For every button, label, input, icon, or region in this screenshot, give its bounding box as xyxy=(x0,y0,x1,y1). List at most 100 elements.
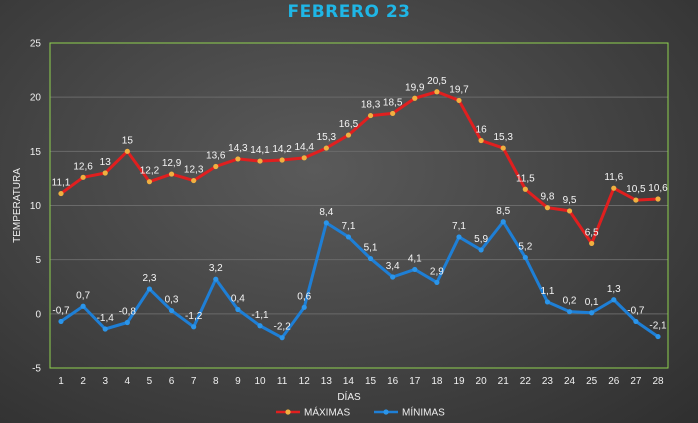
x-tick-label: 17 xyxy=(409,376,421,387)
y-tick-label: 10 xyxy=(30,201,42,212)
data-point xyxy=(301,155,307,161)
data-label: 14,4 xyxy=(294,142,314,153)
data-label: 4,1 xyxy=(408,253,422,264)
data-point xyxy=(102,326,108,332)
data-label: 15,3 xyxy=(493,132,513,143)
data-point xyxy=(146,179,153,185)
data-point xyxy=(301,304,307,310)
data-point xyxy=(367,255,374,262)
data-point xyxy=(191,324,197,330)
data-point xyxy=(589,310,595,316)
y-axis-ticks: -5 0 5 10 15 20 25 xyxy=(30,39,42,375)
data-point xyxy=(80,174,86,180)
data-point xyxy=(367,112,374,119)
x-tick-label: 1 xyxy=(58,376,64,387)
data-label: 16,5 xyxy=(339,119,359,130)
x-axis-label: DÍAS xyxy=(337,390,361,403)
data-point xyxy=(235,156,241,162)
data-label: 1,1 xyxy=(540,286,554,297)
data-point xyxy=(544,299,551,305)
data-point xyxy=(390,274,396,280)
data-point xyxy=(390,110,396,117)
x-tick-label: 24 xyxy=(564,376,576,387)
data-label: 12,6 xyxy=(73,161,93,172)
data-label: 7,1 xyxy=(452,221,466,232)
y-tick-label: 0 xyxy=(35,309,41,320)
data-point xyxy=(456,97,462,104)
data-label: 18,5 xyxy=(383,97,403,108)
data-point xyxy=(124,148,130,154)
x-tick-label: 11 xyxy=(277,376,288,387)
y-tick-label: -5 xyxy=(32,364,41,375)
data-label: 14,2 xyxy=(272,144,292,155)
data-point xyxy=(257,323,263,329)
x-tick-label: 6 xyxy=(169,376,175,387)
x-tick-label: 27 xyxy=(630,376,642,387)
data-point xyxy=(146,286,153,292)
data-point xyxy=(191,177,197,184)
x-tick-label: 4 xyxy=(125,376,131,387)
y-tick-label: 25 xyxy=(30,39,42,50)
y-axis-label: TEMPERATURA xyxy=(12,168,23,243)
data-label: 3,4 xyxy=(386,261,400,272)
data-point xyxy=(412,95,418,101)
legend: MÁXIMAS MÍNIMAS xyxy=(276,406,445,419)
data-label: 8,5 xyxy=(496,206,510,217)
series-line xyxy=(60,220,659,340)
data-point xyxy=(58,190,64,197)
x-tick-label: 25 xyxy=(586,376,598,387)
data-point xyxy=(611,297,617,303)
data-point xyxy=(478,247,484,253)
data-point xyxy=(412,266,418,273)
chart-title: FEBRERO 23 xyxy=(287,2,410,22)
data-label: 0,1 xyxy=(585,297,599,308)
data-label: 5,1 xyxy=(364,243,378,254)
data-label: -1,1 xyxy=(251,310,269,321)
y-tick-label: 5 xyxy=(35,255,41,266)
data-point xyxy=(323,145,329,151)
data-label: 9,8 xyxy=(540,192,554,203)
data-label: 20,5 xyxy=(427,76,447,87)
x-axis-ticks: 1 2 3 4 5 6 7 8 9 10 11 12 13 14 15 16 17 18 19 20 21 22 23 24 2… xyxy=(58,376,664,387)
data-label: 13 xyxy=(100,157,112,168)
data-point xyxy=(213,276,219,282)
data-point xyxy=(655,333,661,340)
data-label: 3,2 xyxy=(209,263,223,274)
data-label: 8,4 xyxy=(319,207,333,218)
data-point xyxy=(168,307,175,314)
data-label: 7,1 xyxy=(341,221,355,232)
data-point xyxy=(500,219,506,225)
data-label: 5,9 xyxy=(474,234,488,245)
x-tick-label: 13 xyxy=(321,376,333,387)
x-tick-label: 10 xyxy=(254,376,266,387)
data-label: 5,2 xyxy=(518,242,532,253)
data-point xyxy=(633,197,639,203)
x-tick-label: 8 xyxy=(213,376,219,387)
data-point xyxy=(611,185,617,191)
data-label: 14,3 xyxy=(228,143,248,154)
plot-area-border xyxy=(49,42,669,369)
data-point xyxy=(345,132,352,138)
data-label: 19,7 xyxy=(449,84,469,95)
x-tick-label: 23 xyxy=(542,376,554,387)
data-label: -2,1 xyxy=(649,321,667,332)
legend-item-minimas: MÍNIMAS xyxy=(374,406,445,419)
x-tick-label: 12 xyxy=(299,376,311,387)
series-minimas: -0,7 0,7 -1,4 -0,8 2,3 0,3 -1,2 3,2 0,4 -1,1 -2,2 0… xyxy=(52,206,667,341)
x-tick-label: 2 xyxy=(80,376,86,387)
data-point xyxy=(279,335,285,341)
data-point xyxy=(522,254,528,261)
data-label: 11,6 xyxy=(604,172,623,183)
series-layer: 11,112,6 13 15 12,212,912,313,614,3 14,1 14,2… xyxy=(52,76,668,341)
data-label: -0,7 xyxy=(52,305,70,316)
data-point xyxy=(434,89,440,95)
legend-item-maximas: MÁXIMAS xyxy=(276,406,350,419)
data-label: 2,9 xyxy=(430,266,444,277)
data-label: 10,5 xyxy=(626,184,646,195)
data-point xyxy=(655,196,661,202)
data-point xyxy=(456,234,462,240)
x-tick-label: 14 xyxy=(343,376,355,387)
x-tick-label: 5 xyxy=(147,376,153,387)
